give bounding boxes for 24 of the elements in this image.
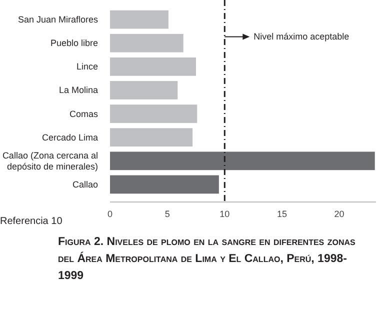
x-tick-label: 10	[220, 209, 230, 219]
text: Figura 2. Niveles de plomo en la sangre en diferentes zonas del Área Metropolitana de Lima y El Callao, Perú, 1998-1999	[58, 235, 356, 284]
bar	[110, 152, 375, 170]
x-tick-label: 5	[164, 209, 170, 219]
y-tick-label: Callao	[72, 179, 98, 190]
x-tick-label: 20	[334, 209, 344, 219]
y-tick-label: Comas	[69, 108, 98, 119]
bar	[110, 175, 219, 194]
bar	[110, 104, 198, 123]
x-tick-label: 15	[276, 209, 287, 219]
x-tick-label: 0	[107, 209, 113, 219]
ref-line-label: Nivel máximo aceptable	[254, 32, 350, 42]
bar	[110, 81, 178, 100]
y-tick-label: La Molina	[58, 85, 98, 96]
y-tick-label: Cercado Lima	[42, 132, 98, 142]
bar	[110, 34, 184, 52]
y-tick-label: Lince	[76, 62, 98, 72]
y-tick-label: Pueblo libre	[50, 38, 98, 48]
bar	[110, 128, 193, 147]
text: Referencia 10	[0, 216, 63, 227]
y-tick-label: San Juan Miraflores	[18, 14, 98, 25]
bar	[110, 10, 168, 29]
y-tick-label: Callao (Zona cercana al depósito de minerales)	[2, 150, 98, 172]
bar	[110, 57, 196, 76]
